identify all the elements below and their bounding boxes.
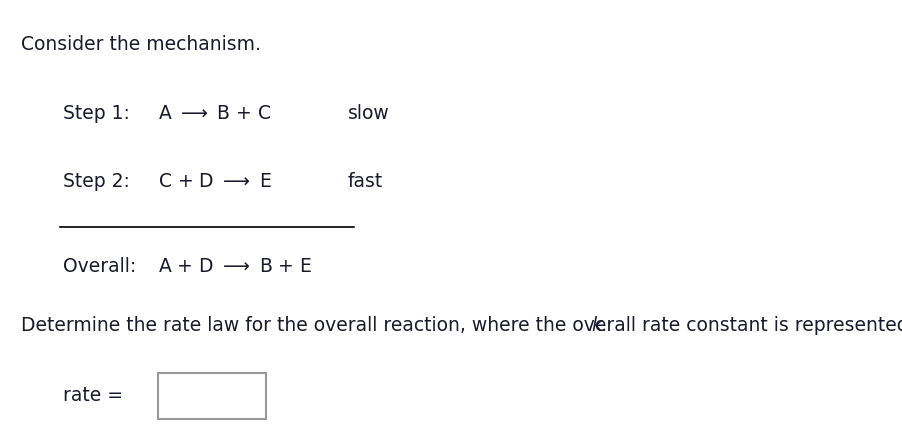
Text: Overall:: Overall: — [63, 257, 136, 276]
Text: rate =: rate = — [63, 386, 123, 405]
Text: Step 2:: Step 2: — [63, 172, 130, 191]
Text: Step 1:: Step 1: — [63, 104, 130, 123]
Text: k.: k. — [591, 316, 608, 335]
Text: C + D $\longrightarrow$ E: C + D $\longrightarrow$ E — [158, 172, 272, 191]
Text: A + D $\longrightarrow$ B + E: A + D $\longrightarrow$ B + E — [158, 257, 312, 276]
Text: slow: slow — [347, 104, 390, 123]
Text: A $\longrightarrow$ B + C: A $\longrightarrow$ B + C — [158, 104, 272, 123]
Text: Consider the mechanism.: Consider the mechanism. — [21, 35, 261, 54]
FancyBboxPatch shape — [158, 373, 266, 419]
Text: fast: fast — [347, 172, 382, 191]
Text: Determine the rate law for the overall reaction, where the overall rate constant: Determine the rate law for the overall r… — [21, 316, 902, 335]
